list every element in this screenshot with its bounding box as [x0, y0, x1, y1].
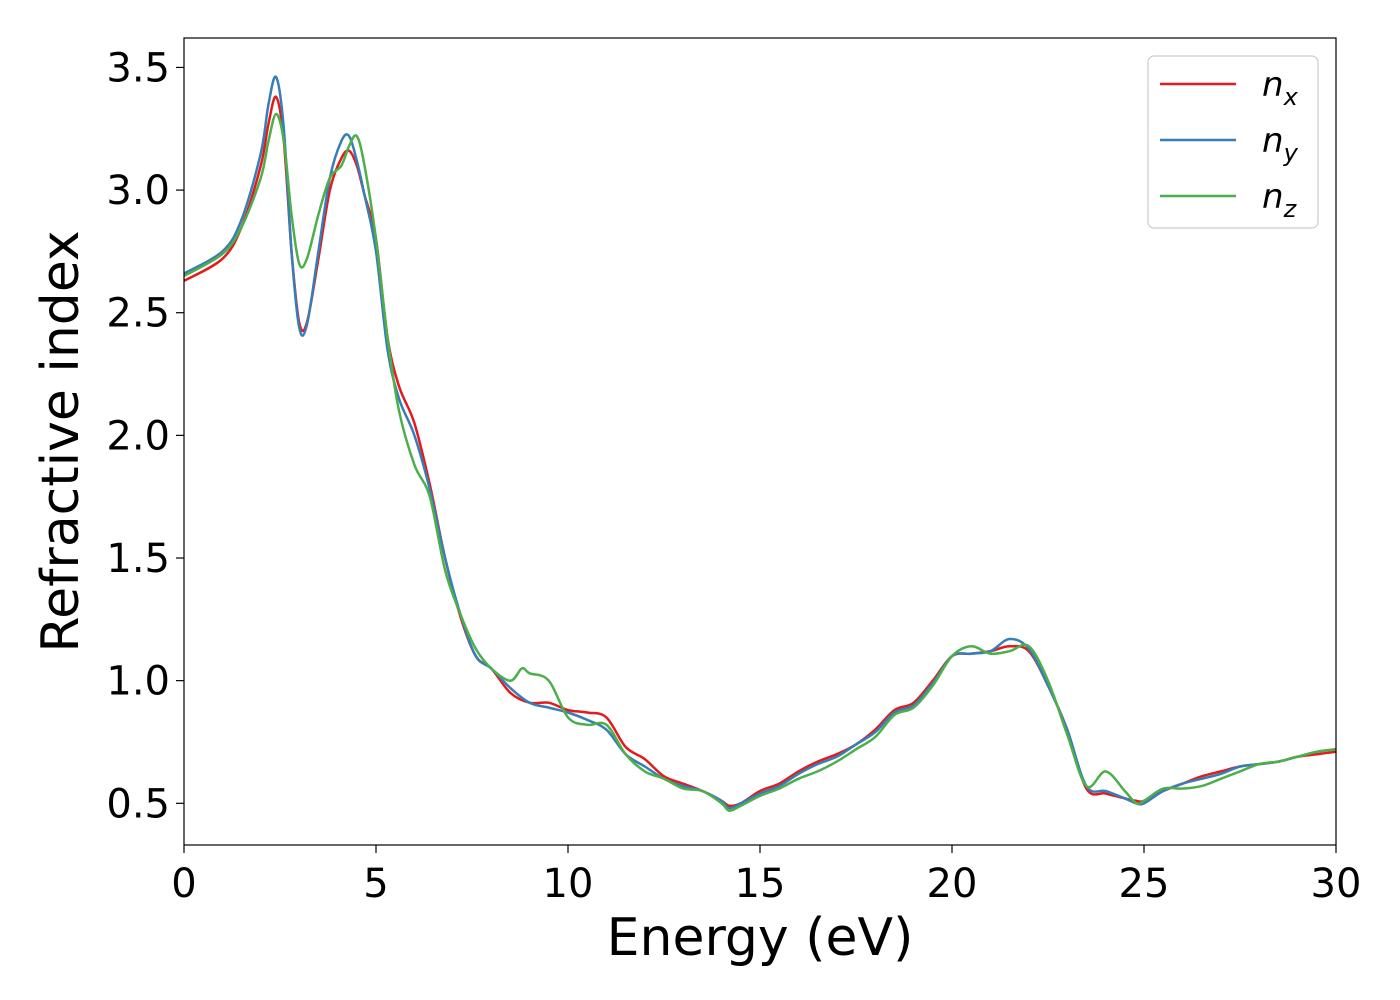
y-tick-label: 1.5	[106, 536, 170, 582]
x-tick-label: 30	[1311, 861, 1362, 907]
y-tick-label: 3.0	[106, 168, 170, 214]
y-tick-label: 0.5	[106, 781, 170, 827]
legend-label-y: ny	[1262, 121, 1299, 167]
legend: nx ny nz	[1147, 55, 1319, 229]
legend-box	[1147, 55, 1319, 229]
x-tick-label: 10	[543, 861, 594, 907]
x-tick-label: 0	[171, 861, 196, 907]
y-tick-label: 2.5	[106, 291, 170, 337]
x-axis: 0 5 10 15 20 25 30	[171, 845, 1361, 907]
x-tick-label: 15	[735, 861, 786, 907]
plot-area	[183, 75, 1337, 812]
x-tick-label: 20	[927, 861, 978, 907]
series-line-z	[183, 112, 1337, 812]
y-tick-label: 3.5	[106, 45, 170, 91]
y-tick-label: 2.0	[106, 413, 170, 459]
legend-label-x: nx	[1262, 65, 1299, 111]
x-axis-title: Energy (eV)	[607, 908, 914, 968]
legend-label-z: nz	[1262, 177, 1298, 223]
x-tick-label: 5	[363, 861, 388, 907]
x-tick-label: 25	[1119, 861, 1170, 907]
y-axis-title: Refractive index	[31, 230, 91, 652]
y-tick-label: 1.0	[106, 659, 170, 705]
y-axis: 0.5 1.0 1.5 2.0 2.5 3.0 3.5	[106, 45, 184, 827]
